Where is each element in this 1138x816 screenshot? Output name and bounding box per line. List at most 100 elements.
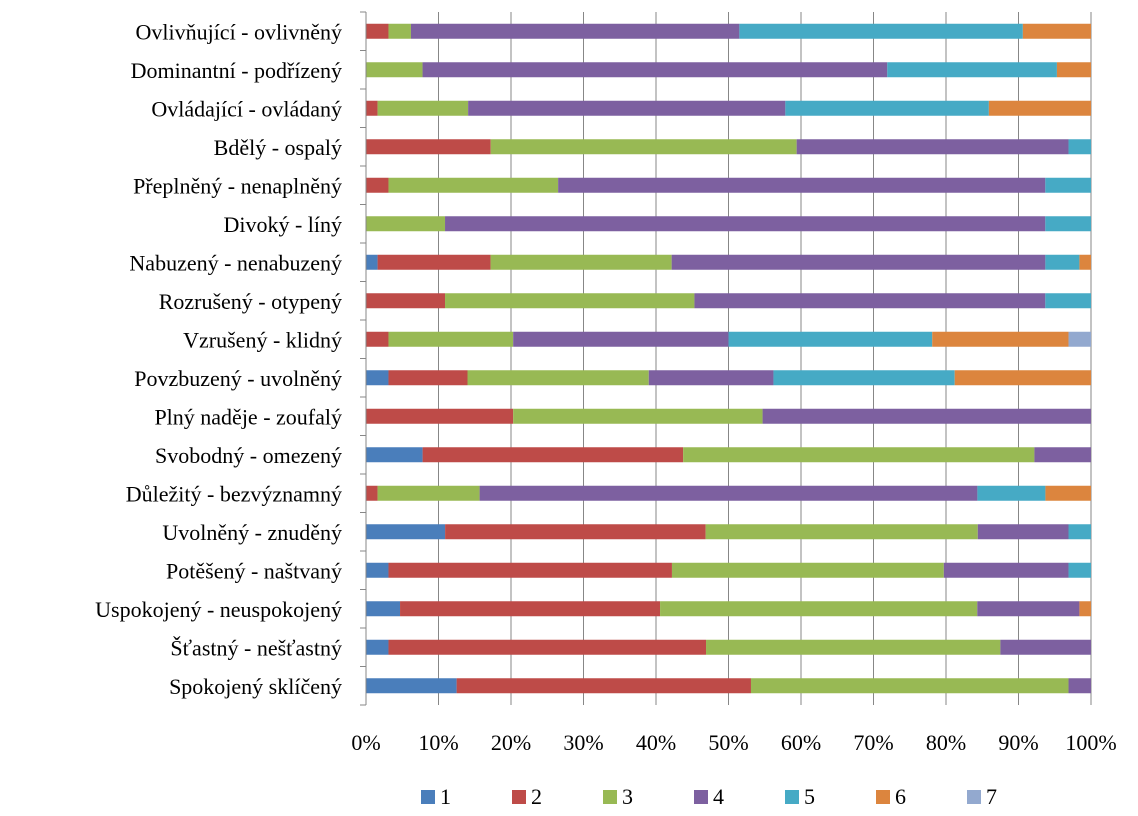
category-labels: Ovlivňující - ovlivněný Dominantní - podř… bbox=[95, 19, 342, 699]
bar-segment bbox=[388, 562, 672, 578]
category-label: Plný naděje - zoufalý bbox=[154, 404, 342, 429]
bar-segment bbox=[513, 408, 763, 424]
bar-segment bbox=[1022, 23, 1091, 39]
category-label: Divoký - líný bbox=[223, 212, 342, 237]
category-label: Přeplněný - nenaplněný bbox=[133, 173, 342, 198]
bar-segment bbox=[366, 370, 389, 386]
legend-label: 1 bbox=[440, 784, 451, 809]
bar-segment bbox=[1045, 485, 1091, 501]
bar-segment bbox=[988, 100, 1091, 116]
bar-segment bbox=[1079, 601, 1091, 617]
bar-segment bbox=[366, 62, 423, 78]
legend-label: 4 bbox=[713, 784, 724, 809]
bar-segment bbox=[479, 485, 978, 501]
bar-segment bbox=[366, 601, 401, 617]
bar-segment bbox=[1056, 62, 1091, 78]
bar-segment bbox=[388, 370, 468, 386]
bar-segment bbox=[388, 331, 514, 347]
bar-segment bbox=[377, 254, 491, 270]
bar-segment bbox=[388, 177, 559, 193]
bar-segment bbox=[366, 100, 378, 116]
legend-label: 2 bbox=[531, 784, 542, 809]
x-tick-label: 60% bbox=[781, 730, 821, 755]
legend-swatch bbox=[512, 790, 526, 804]
bar-segment bbox=[366, 139, 491, 155]
bar-segment bbox=[660, 601, 978, 617]
bar-segment bbox=[366, 678, 457, 694]
bar-segment bbox=[1068, 562, 1091, 578]
category-label: Spokojený sklíčený bbox=[169, 674, 342, 699]
bar-segment bbox=[400, 601, 661, 617]
category-label: Ovládající - ovládaný bbox=[151, 96, 342, 121]
x-tick-label: 30% bbox=[563, 730, 603, 755]
bars bbox=[366, 23, 1091, 694]
bar-segment bbox=[366, 23, 389, 39]
legend-label: 6 bbox=[895, 784, 906, 809]
bar-segment bbox=[490, 254, 672, 270]
bar-segment bbox=[422, 447, 684, 463]
bar-segment bbox=[1045, 254, 1080, 270]
legend-label: 7 bbox=[986, 784, 997, 809]
bar-segment bbox=[366, 331, 389, 347]
bar-segment bbox=[671, 254, 1046, 270]
bar-segment bbox=[671, 562, 944, 578]
x-tick-label: 70% bbox=[853, 730, 893, 755]
bar-segment bbox=[1045, 293, 1091, 309]
bar-segment bbox=[456, 678, 751, 694]
bar-segment bbox=[467, 370, 649, 386]
bar-segment bbox=[739, 23, 1023, 39]
category-label: Dominantní - podřízený bbox=[131, 58, 342, 83]
gridlines bbox=[438, 12, 1092, 705]
x-tick-label: 40% bbox=[636, 730, 676, 755]
bar-segment bbox=[366, 562, 389, 578]
bar-segment bbox=[422, 62, 888, 78]
bar-segment bbox=[377, 100, 469, 116]
bar-segment bbox=[1034, 447, 1091, 463]
x-tick-label: 50% bbox=[708, 730, 748, 755]
bar-segment bbox=[445, 216, 1046, 232]
bar-segment bbox=[1079, 254, 1091, 270]
category-label: Rozrušený - otypený bbox=[159, 289, 342, 314]
bar-segment bbox=[1045, 216, 1091, 232]
bar-segment bbox=[366, 254, 378, 270]
bar-segment bbox=[1068, 524, 1091, 540]
x-tick-label: 90% bbox=[998, 730, 1038, 755]
bar-segment bbox=[377, 485, 480, 501]
bar-segment bbox=[977, 524, 1069, 540]
bar-segment bbox=[648, 370, 774, 386]
bar-segment bbox=[932, 331, 1069, 347]
bar-segment bbox=[977, 601, 1080, 617]
bar-segment bbox=[785, 100, 989, 116]
x-tick-label: 0% bbox=[351, 730, 380, 755]
category-label: Vzrušený - klidný bbox=[183, 327, 342, 352]
bar-segment bbox=[728, 331, 933, 347]
category-label: Důležitý - bezvýznamný bbox=[126, 481, 342, 506]
legend-swatch bbox=[967, 790, 981, 804]
category-label: Svobodný - omezený bbox=[155, 443, 342, 468]
bar-segment bbox=[445, 293, 695, 309]
category-label: Bdělý - ospalý bbox=[214, 135, 342, 160]
bar-segment bbox=[366, 485, 378, 501]
bar-segment bbox=[366, 408, 514, 424]
category-label: Ovlivňující - ovlivněný bbox=[135, 19, 342, 44]
bar-segment bbox=[977, 485, 1046, 501]
legend-swatch bbox=[694, 790, 708, 804]
bar-segment bbox=[445, 524, 706, 540]
legend-swatch bbox=[785, 790, 799, 804]
category-label: Uvolněný - znuděný bbox=[162, 520, 342, 545]
bar-segment bbox=[366, 524, 446, 540]
x-tick-label: 20% bbox=[491, 730, 531, 755]
x-tick-label: 80% bbox=[926, 730, 966, 755]
bar-segment bbox=[388, 23, 411, 39]
category-label: Povzbuzený - uvolněný bbox=[134, 366, 342, 391]
bar-segment bbox=[954, 370, 1091, 386]
legend: 1 2 3 4 5 6 7 bbox=[421, 784, 997, 809]
bar-segment bbox=[366, 216, 446, 232]
bar-segment bbox=[366, 293, 446, 309]
bar-segment bbox=[694, 293, 1046, 309]
bar-segment bbox=[366, 639, 389, 655]
category-label: Šťastný - nešťastný bbox=[170, 635, 342, 660]
x-tick-label: 100% bbox=[1065, 730, 1116, 755]
bar-segment bbox=[762, 408, 1091, 424]
